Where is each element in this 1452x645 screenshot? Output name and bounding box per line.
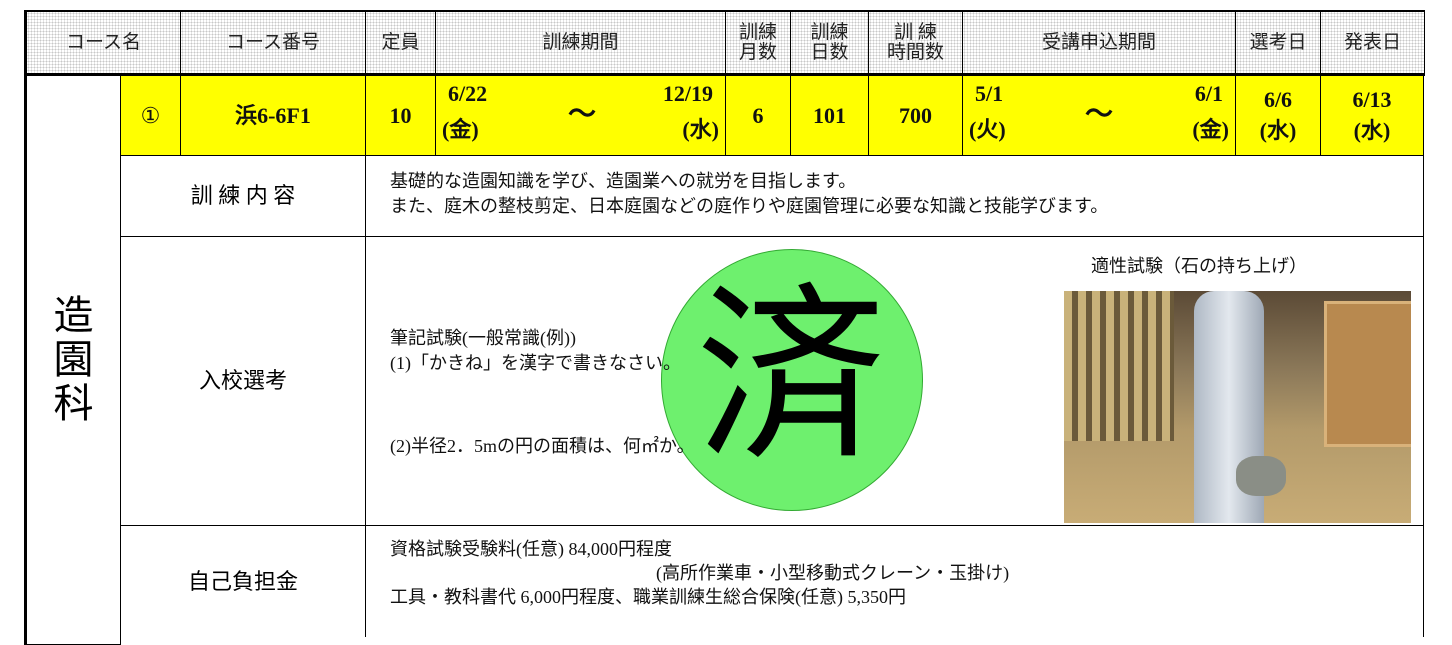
content-line: 基礎的な造園知識を学び、造園業への就労を目指します。 bbox=[390, 171, 857, 191]
content-line: また、庭木の整枝剪定、日本庭園などの庭作りや庭園管理に必要な知識と技能学びます。 bbox=[390, 196, 1109, 216]
selection-date-day: (水) bbox=[1259, 117, 1297, 143]
application-start: 5/1 bbox=[975, 81, 1004, 106]
header-text: 発表日 bbox=[1343, 31, 1401, 53]
cost-label: 自己負担金 bbox=[120, 525, 366, 637]
period-end-day: (水) bbox=[682, 117, 719, 142]
header-cell: 定員 bbox=[365, 10, 436, 76]
header-text: コース番号 bbox=[225, 31, 321, 53]
stamp-circle bbox=[661, 249, 923, 511]
announcement-date: 6/13 (水) bbox=[1320, 75, 1424, 156]
selection-date-text: 6/6 bbox=[1263, 86, 1293, 112]
photo bbox=[1064, 291, 1411, 523]
header-text: 時間数 bbox=[886, 41, 944, 63]
announcement-date-text: 6/13 bbox=[1352, 86, 1392, 112]
selection-label: 入校選考 bbox=[120, 236, 366, 526]
application-cell: 5/1 (火) ～ 6/1 (金) bbox=[962, 75, 1236, 156]
cost-cell: 資格試験受験料(任意) 84,000円程度 (高所作業車・小型移動式クレーン・玉… bbox=[365, 525, 1424, 637]
header-cell: 訓 練時間数 bbox=[868, 10, 963, 76]
header-text: 訓練期間 bbox=[542, 31, 619, 53]
stamp-text: 済 bbox=[695, 274, 886, 484]
header-cell: 発表日 bbox=[1320, 10, 1425, 76]
hours: 700 bbox=[868, 75, 963, 156]
cost-line: (高所作業車・小型移動式クレーン・玉掛け) bbox=[656, 563, 1010, 583]
capacity: 10 bbox=[365, 75, 436, 156]
department-char: 造 bbox=[53, 293, 94, 338]
cost-line: 工具・教科書代 6,000円程度、職業訓練生総合保険(任意) 5,350円 bbox=[390, 587, 906, 607]
content-cell: 基礎的な造園知識を学び、造園業への就労を目指します。 また、庭木の整枝剪定、日本… bbox=[365, 155, 1424, 237]
header-cell: 受講申込期間 bbox=[962, 10, 1236, 76]
course-number: ① bbox=[120, 75, 181, 156]
days: 101 bbox=[790, 75, 869, 156]
header-text: 月数 bbox=[738, 41, 777, 63]
header-text: 定員 bbox=[381, 31, 420, 53]
header-text: 訓練 bbox=[810, 21, 849, 43]
months: 6 bbox=[725, 75, 791, 156]
header-text: 日数 bbox=[810, 41, 849, 63]
header-cell: コース番号 bbox=[180, 10, 366, 76]
department-cell: 造 園 科 bbox=[24, 75, 121, 645]
selection-cell: 済 筆記試験(一般常識(例)) (1)「かきね」を漢字で書きなさい。 (2)半径… bbox=[365, 236, 1424, 526]
selection-line: (2)半径2．5mの円の面積は、何㎡か。 bbox=[390, 436, 695, 456]
announcement-date-day: (水) bbox=[1353, 117, 1391, 143]
period-start: 6/22 bbox=[448, 81, 488, 106]
application-end: 6/1 bbox=[1194, 81, 1223, 106]
period-separator: ～ bbox=[568, 99, 597, 130]
header-cell: 選考日 bbox=[1235, 10, 1321, 76]
department-char: 園 bbox=[53, 337, 94, 382]
header-text: 受講申込期間 bbox=[1041, 31, 1156, 53]
application-end-day: (金) bbox=[1192, 117, 1229, 142]
period-cell: 6/22 (金) ～ 12/19 (水) bbox=[435, 75, 726, 156]
header-cell: 訓練 月数 bbox=[725, 10, 791, 76]
header-cell: 訓練期間 bbox=[435, 10, 726, 76]
application-start-day: (火) bbox=[969, 117, 1006, 142]
selection-date: 6/6 (水) bbox=[1235, 75, 1321, 156]
selection-line: 筆記試験(一般常識(例)) bbox=[390, 328, 576, 348]
period-end: 12/19 bbox=[662, 81, 713, 106]
period-start-day: (金) bbox=[442, 117, 479, 142]
selection-line: (1)「かきね」を漢字で書きなさい。 bbox=[390, 353, 681, 373]
course-code: 浜6-6F1 bbox=[180, 75, 366, 156]
header-text: 訓 練 bbox=[894, 21, 937, 43]
photo-caption: 適性試験（石の持ち上げ） bbox=[1091, 256, 1307, 276]
header-cell: 訓練 日数 bbox=[790, 10, 869, 76]
header-text: 訓練 bbox=[738, 21, 777, 43]
header-text: コース名 bbox=[65, 31, 142, 53]
header-text: 選考日 bbox=[1249, 31, 1307, 53]
application-separator: ～ bbox=[1085, 99, 1114, 130]
content-label: 訓 練 内 容 bbox=[120, 155, 366, 237]
header-cell: コース名 bbox=[24, 10, 181, 76]
department-char: 科 bbox=[53, 381, 94, 426]
cost-line: 資格試験受験料(任意) 84,000円程度 bbox=[390, 539, 672, 559]
